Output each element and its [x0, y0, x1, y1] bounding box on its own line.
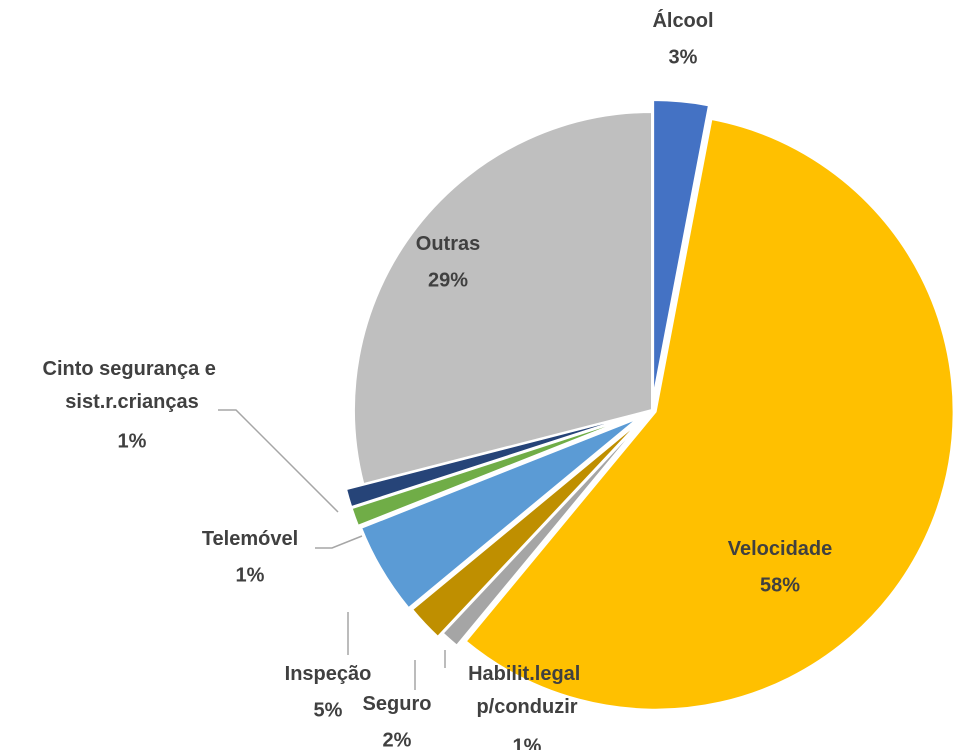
slice-value-label: 29%	[428, 269, 468, 291]
pie-slice	[410, 418, 643, 639]
slice-label: Cinto segurança e sist.r.crianças	[43, 358, 222, 413]
pie-slice	[441, 415, 648, 648]
leader-line	[218, 409, 339, 513]
slice-label: Velocidade	[728, 538, 833, 560]
slice-label: Álcool	[652, 9, 713, 32]
leader-line	[315, 535, 363, 549]
label-line: sist.r.crianças	[65, 391, 198, 413]
slice-label: Telemóvel	[202, 528, 298, 550]
pie-slice	[464, 117, 955, 711]
label-line: Habilit.legal	[468, 663, 586, 685]
slice-value-label: 3%	[669, 46, 698, 68]
slice-label: Inspeção	[285, 663, 372, 685]
slice-value-label: 58%	[760, 574, 800, 596]
label-line: Seguro	[363, 693, 432, 715]
pie-slice	[359, 417, 639, 610]
slice-label: Seguro	[363, 693, 432, 715]
pie-slice	[353, 110, 653, 486]
slice-value-label: 1%	[236, 564, 265, 586]
slice-value-label: 2%	[383, 729, 412, 750]
label-line: Velocidade	[728, 538, 833, 560]
label-line: Outras	[416, 233, 480, 255]
label-line: p/conduzir	[476, 696, 577, 718]
slice-label: Outras	[416, 233, 480, 255]
slice-value-label: 1%	[118, 430, 147, 452]
label-line: Telemóvel	[202, 528, 298, 550]
pie-slice	[652, 99, 711, 399]
label-line: Cinto segurança e	[43, 358, 222, 380]
pie-slice	[350, 415, 636, 528]
label-line: Inspeção	[285, 663, 372, 685]
pie-slice	[344, 414, 636, 509]
slice-label: Habilit.legal p/conduzir	[468, 663, 586, 718]
slice-value-label: 5%	[314, 699, 343, 721]
slice-value-label: 1%	[513, 735, 542, 750]
label-line: Álcool	[652, 9, 713, 32]
